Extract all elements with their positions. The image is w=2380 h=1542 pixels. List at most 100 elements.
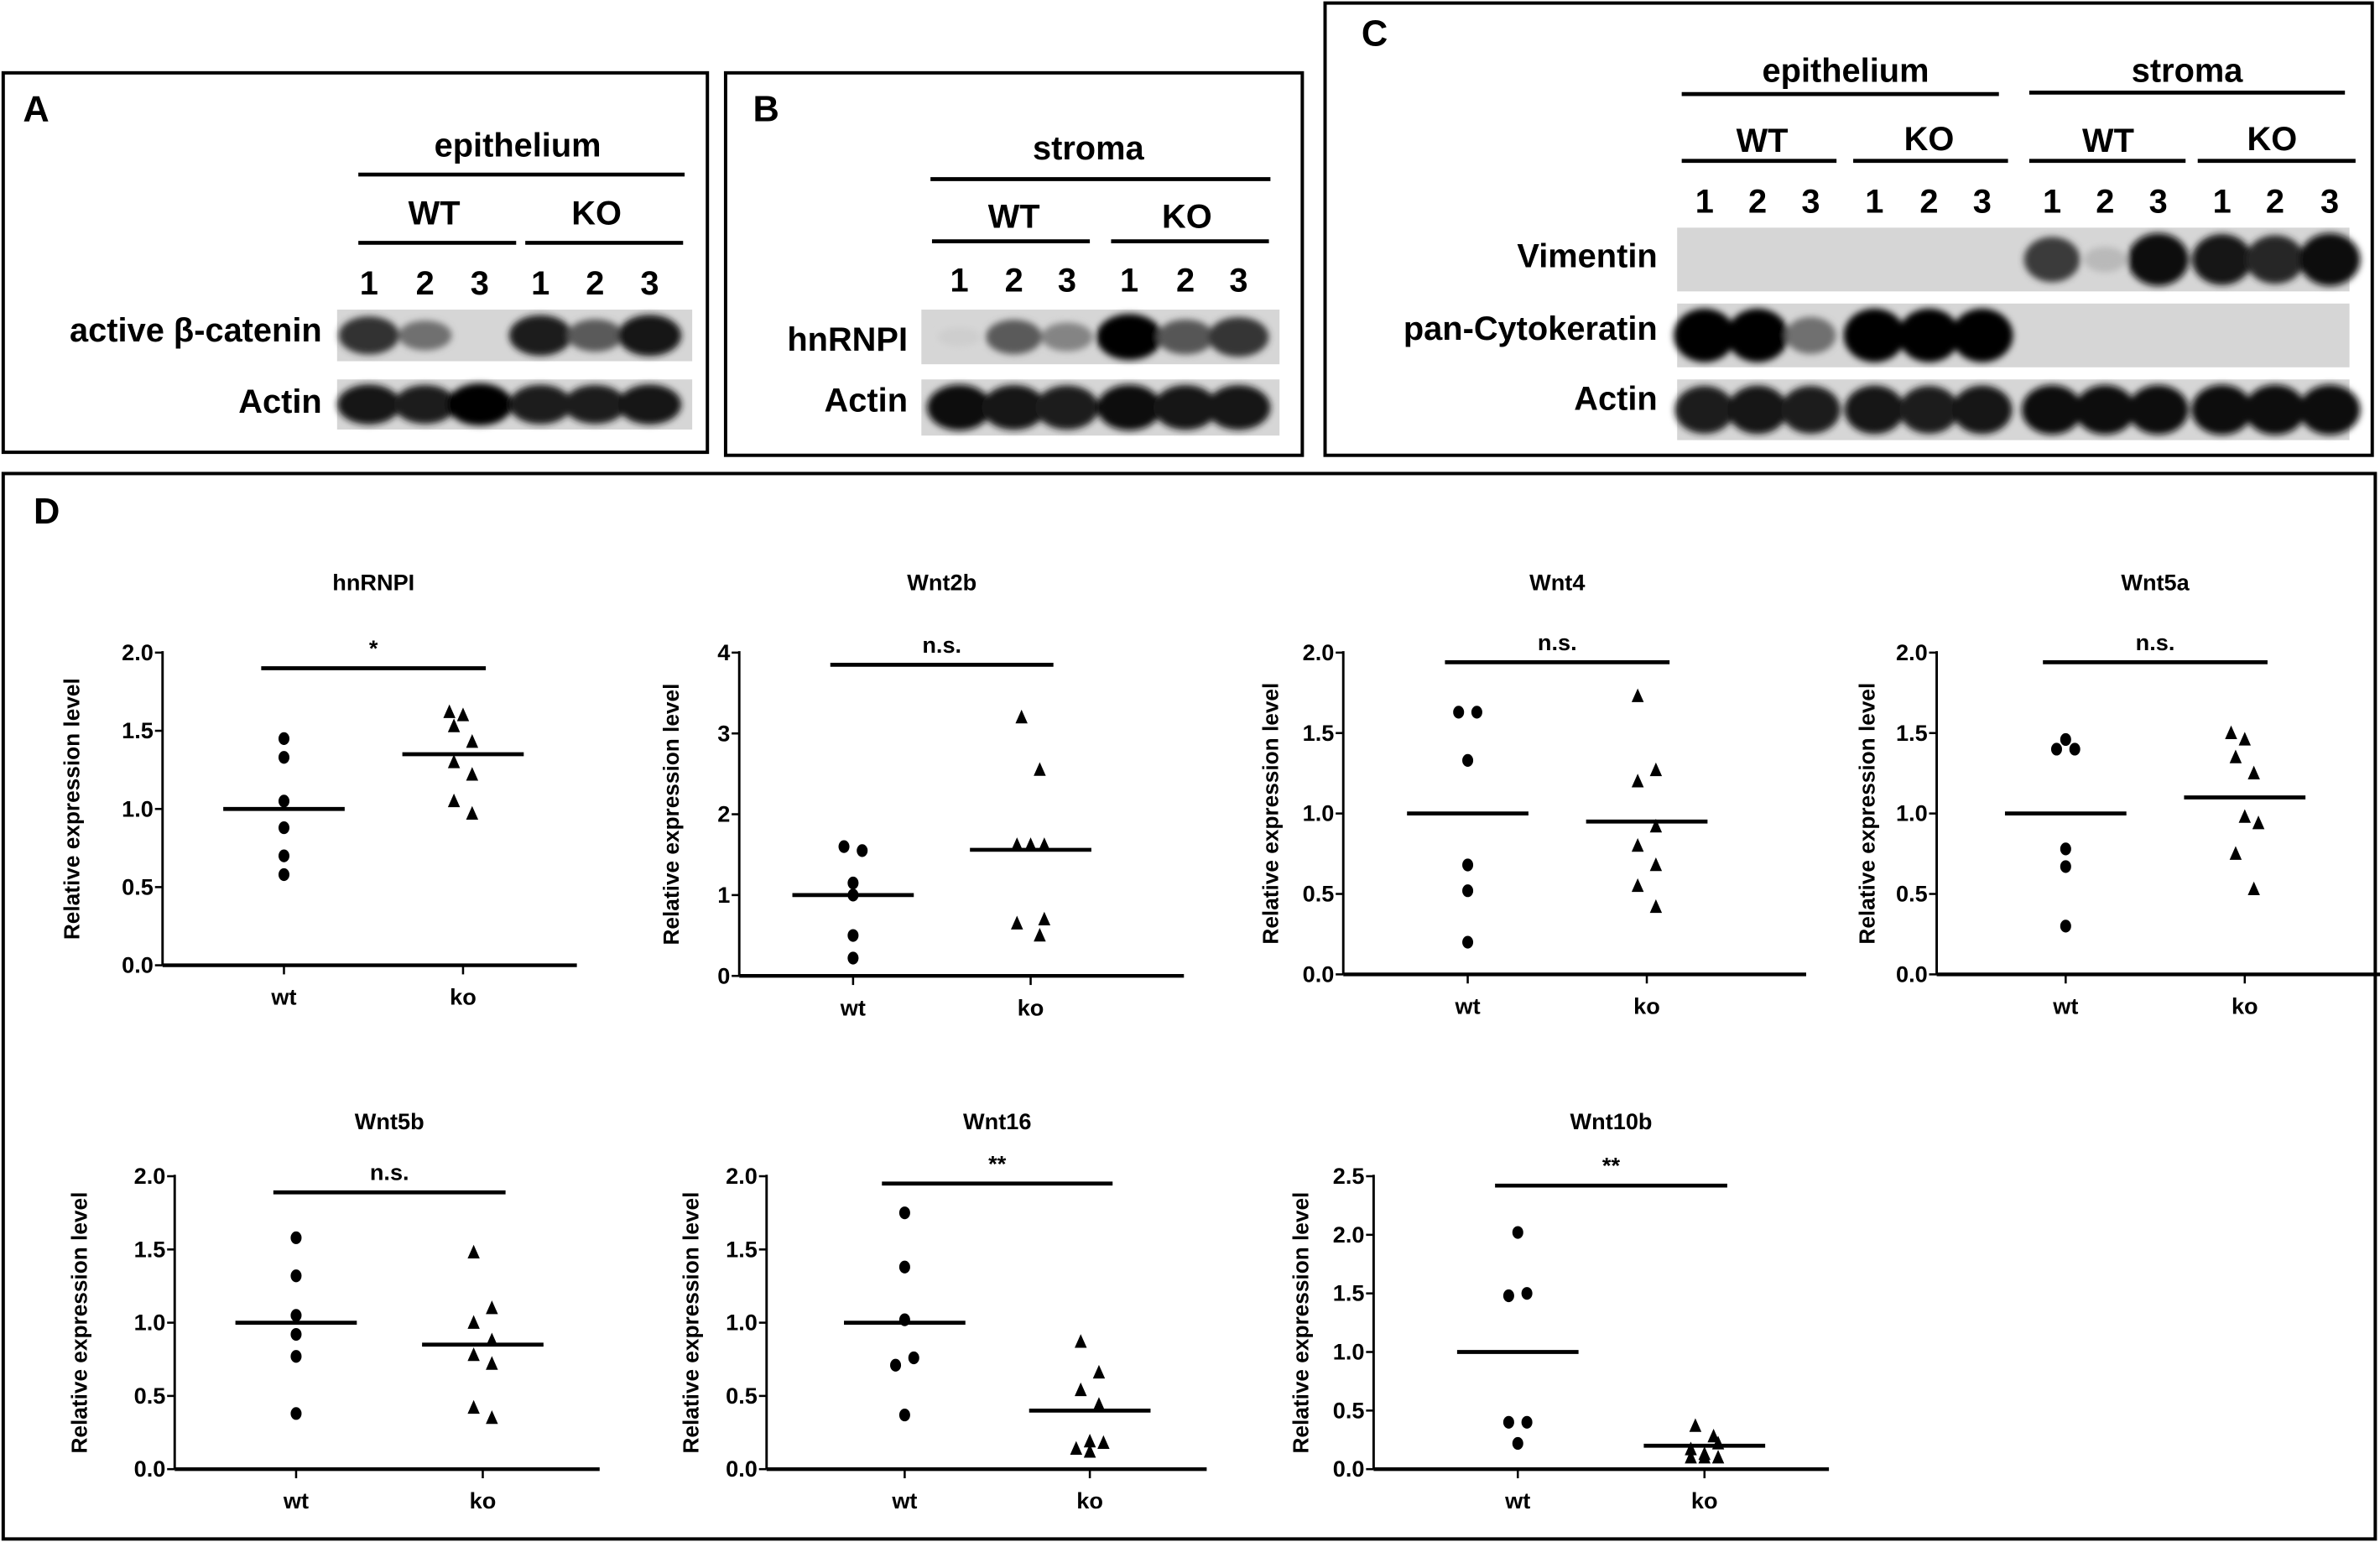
panel-c-genotype-label: KO: [1904, 121, 1955, 158]
data-point-wt: [290, 1350, 302, 1363]
y-tick-label: 0.5: [1303, 881, 1335, 907]
blot-band: [2191, 384, 2252, 435]
x-tick-label-wt: wt: [1504, 1487, 1530, 1513]
blot-band: [1157, 319, 1214, 355]
data-point-ko: [1034, 762, 1046, 776]
blot-band: [2246, 235, 2304, 284]
data-point-ko: [2252, 815, 2265, 830]
y-tick-label: 4: [717, 639, 730, 665]
panel-b-lane-number: 2: [1005, 262, 1023, 299]
blot-band: [1844, 385, 1905, 435]
data-point-wt: [890, 1358, 902, 1372]
data-point-ko: [2247, 881, 2260, 896]
panel-c-lane-number: 3: [2320, 183, 2339, 220]
panel-c-lane-number: 1: [1865, 183, 1883, 220]
y-tick-label: 0.0: [134, 1456, 166, 1482]
blot-band: [2127, 233, 2190, 286]
y-tick-label: 1.0: [134, 1310, 166, 1336]
panel-a-tissue-label: epithelium: [435, 127, 602, 164]
data-point-wt: [1462, 884, 1474, 898]
data-point-wt: [290, 1269, 302, 1283]
data-point-ko: [1092, 1397, 1106, 1411]
data-point-wt: [898, 1260, 910, 1274]
chart-title-wnt10b: Wnt10b: [1570, 1108, 1653, 1134]
y-axis-label-wnt10b: Relative expression level: [1289, 1192, 1314, 1454]
panel-b-genotype-label: KO: [1162, 198, 1212, 235]
y-axis-label-hnrnpi: Relative expression level: [59, 678, 84, 940]
data-point-wt: [278, 867, 290, 882]
chart-title-wnt5a: Wnt5a: [2121, 570, 2190, 596]
panel-a-letter: A: [23, 90, 49, 130]
blot-band: [2023, 237, 2081, 283]
data-point-ko: [1015, 709, 1028, 724]
panel-a-genotype-label: WT: [409, 195, 461, 232]
data-point-wt: [278, 820, 290, 835]
data-point-ko: [467, 1347, 480, 1362]
x-tick-label-ko: ko: [1018, 994, 1044, 1020]
panel-a-lane-number: 2: [416, 265, 435, 302]
data-point-wt: [838, 840, 850, 853]
blot-band: [567, 319, 623, 352]
data-point-ko: [1075, 1382, 1087, 1397]
panel-a-lane-number: 3: [640, 265, 659, 302]
blot-band: [617, 384, 682, 425]
data-point-wt: [290, 1327, 302, 1341]
chart-title-wnt16: Wnt16: [963, 1108, 1031, 1134]
panel-b-frame: [723, 70, 1305, 457]
panel-b-letter: B: [753, 90, 779, 130]
panel-c-lane-number: 2: [1919, 183, 1938, 220]
y-axis-label-wnt2b: Relative expression level: [659, 684, 684, 946]
significance-label: **: [1602, 1153, 1621, 1179]
significance-label: n.s.: [2136, 629, 2175, 655]
blot-band: [2021, 384, 2083, 435]
x-tick-label-wt: wt: [840, 994, 866, 1020]
panel-c-lane-number: 3: [1973, 183, 1992, 220]
x-tick-label-ko: ko: [450, 984, 477, 1010]
x-tick-label-wt: wt: [1454, 992, 1480, 1018]
blot-band: [2075, 384, 2136, 435]
data-point-ko: [1075, 1334, 1087, 1348]
y-tick-label: 1.5: [122, 717, 154, 743]
x-tick-label-ko: ko: [1633, 992, 1660, 1018]
data-point-ko: [1685, 1441, 1697, 1456]
blot-band: [937, 327, 982, 346]
blot-band: [1781, 385, 1841, 434]
data-point-ko: [456, 707, 470, 722]
blot-band: [927, 384, 992, 430]
panel-c-genotype-label: WT: [2082, 122, 2134, 159]
y-tick-label: 1.0: [1896, 800, 1928, 826]
data-point-ko: [447, 754, 461, 768]
data-point-ko: [1649, 818, 1663, 833]
panel-d-letter: D: [34, 492, 60, 532]
data-point-ko: [1038, 911, 1051, 926]
panel-c-lane-number: 1: [2043, 183, 2061, 220]
y-tick-label: 2: [717, 801, 730, 827]
panel-a-lane-number: 1: [531, 265, 549, 302]
data-point-wt: [898, 1206, 910, 1220]
blot-band: [1041, 322, 1093, 352]
y-tick-label: 0.0: [1333, 1456, 1365, 1482]
panel-b-blot-strip: [921, 310, 1280, 365]
y-tick-label: 1.5: [1303, 720, 1335, 746]
data-point-wt: [278, 794, 290, 808]
y-tick-label: 0: [717, 962, 730, 988]
blot-band: [1785, 316, 1836, 354]
y-axis-label-wnt5a: Relative expression level: [1854, 683, 1879, 945]
y-tick-label: 0.0: [726, 1456, 758, 1482]
data-point-ko: [2238, 732, 2252, 746]
panel-b-lane-number: 3: [1058, 262, 1076, 299]
significance-label: **: [988, 1150, 1007, 1176]
blot-band: [1843, 308, 1906, 362]
data-point-wt: [1512, 1226, 1523, 1239]
data-point-wt: [1453, 706, 1465, 719]
y-tick-label: 1.0: [726, 1310, 758, 1336]
blot-band: [1674, 385, 1735, 434]
y-tick-label: 2.0: [1896, 639, 1928, 665]
data-point-ko: [1698, 1450, 1711, 1464]
data-point-ko: [1711, 1450, 1725, 1464]
significance-label: n.s.: [370, 1159, 409, 1185]
panel-b-lane-number: 1: [950, 262, 968, 299]
data-point-ko: [486, 1410, 498, 1425]
y-tick-label: 2.0: [134, 1163, 166, 1189]
